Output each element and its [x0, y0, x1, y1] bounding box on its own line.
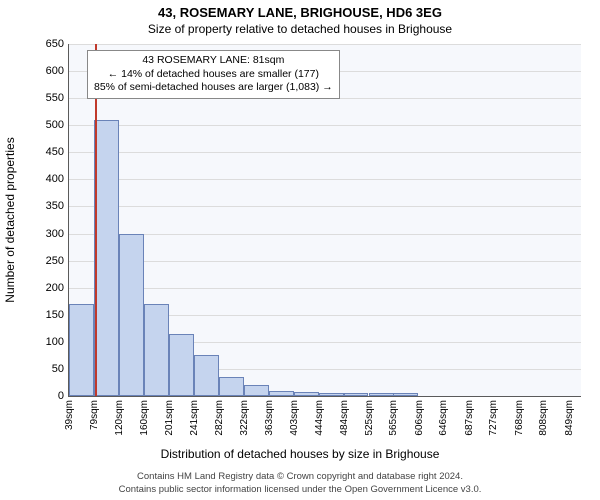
ytick-label: 200	[34, 282, 64, 294]
xtick-label: 444sqm	[314, 400, 325, 436]
footer-line2: Contains public sector information licen…	[0, 484, 600, 496]
histogram-bar	[219, 377, 244, 396]
xtick-label: 39sqm	[64, 400, 75, 430]
ytick-label: 400	[34, 173, 64, 185]
info-line1: 43 ROSEMARY LANE: 81sqm	[94, 54, 333, 68]
ytick-label: 300	[34, 228, 64, 240]
histogram-bar	[269, 391, 294, 396]
ytick-label: 350	[34, 200, 64, 212]
gridline	[69, 288, 581, 289]
ytick-label: 500	[34, 119, 64, 131]
xtick-label: 646sqm	[438, 400, 449, 436]
gridline	[69, 234, 581, 235]
chart-container: 43, ROSEMARY LANE, BRIGHOUSE, HD6 3EG Si…	[0, 0, 600, 500]
xtick-label: 768sqm	[514, 400, 525, 436]
ytick-label: 250	[34, 255, 64, 267]
histogram-bar	[194, 355, 219, 396]
y-axis-label: Number of detached properties	[3, 137, 17, 302]
ytick-label: 650	[34, 38, 64, 50]
xtick-label: 241sqm	[189, 400, 200, 436]
ytick-label: 100	[34, 336, 64, 348]
histogram-bar	[94, 120, 119, 396]
xtick-label: 727sqm	[488, 400, 499, 436]
histogram-bar	[144, 304, 169, 396]
chart-title-sub: Size of property relative to detached ho…	[0, 22, 600, 36]
ytick-label: 0	[34, 390, 64, 402]
histogram-bar	[344, 393, 369, 396]
xtick-label: 606sqm	[414, 400, 425, 436]
gridline	[69, 44, 581, 45]
chart-title-main: 43, ROSEMARY LANE, BRIGHOUSE, HD6 3EG	[0, 5, 600, 20]
gridline	[69, 179, 581, 180]
info-line3: 85% of semi-detached houses are larger (…	[94, 81, 333, 95]
xtick-label: 565sqm	[388, 400, 399, 436]
histogram-bar	[393, 393, 418, 396]
xtick-label: 403sqm	[289, 400, 300, 436]
xtick-label: 120sqm	[114, 400, 125, 436]
xtick-label: 79sqm	[89, 400, 100, 430]
histogram-bar	[119, 234, 144, 396]
footer-line1: Contains HM Land Registry data © Crown c…	[0, 471, 600, 483]
ytick-label: 450	[34, 146, 64, 158]
xtick-label: 687sqm	[464, 400, 475, 436]
xtick-label: 282sqm	[214, 400, 225, 436]
gridline	[69, 152, 581, 153]
ytick-label: 50	[34, 363, 64, 375]
ytick-label: 550	[34, 92, 64, 104]
histogram-bar	[169, 334, 194, 396]
xtick-label: 160sqm	[139, 400, 150, 436]
ytick-label: 150	[34, 309, 64, 321]
plot-area: 43 ROSEMARY LANE: 81sqm ← 14% of detache…	[68, 44, 581, 397]
histogram-bar	[294, 392, 319, 396]
histogram-bar	[369, 393, 394, 396]
gridline	[69, 125, 581, 126]
histogram-bar	[319, 393, 344, 396]
gridline	[69, 206, 581, 207]
info-box: 43 ROSEMARY LANE: 81sqm ← 14% of detache…	[87, 50, 340, 99]
x-axis-label: Distribution of detached houses by size …	[0, 447, 600, 461]
histogram-bar	[244, 385, 269, 396]
footer: Contains HM Land Registry data © Crown c…	[0, 471, 600, 496]
xtick-label: 525sqm	[364, 400, 375, 436]
gridline	[69, 261, 581, 262]
xtick-label: 484sqm	[339, 400, 350, 436]
xtick-label: 322sqm	[239, 400, 250, 436]
histogram-bar	[69, 304, 94, 396]
xtick-label: 201sqm	[164, 400, 175, 436]
xtick-label: 363sqm	[264, 400, 275, 436]
ytick-label: 600	[34, 65, 64, 77]
info-line2: ← 14% of detached houses are smaller (17…	[94, 68, 333, 82]
xtick-label: 849sqm	[564, 400, 575, 436]
xtick-label: 808sqm	[538, 400, 549, 436]
